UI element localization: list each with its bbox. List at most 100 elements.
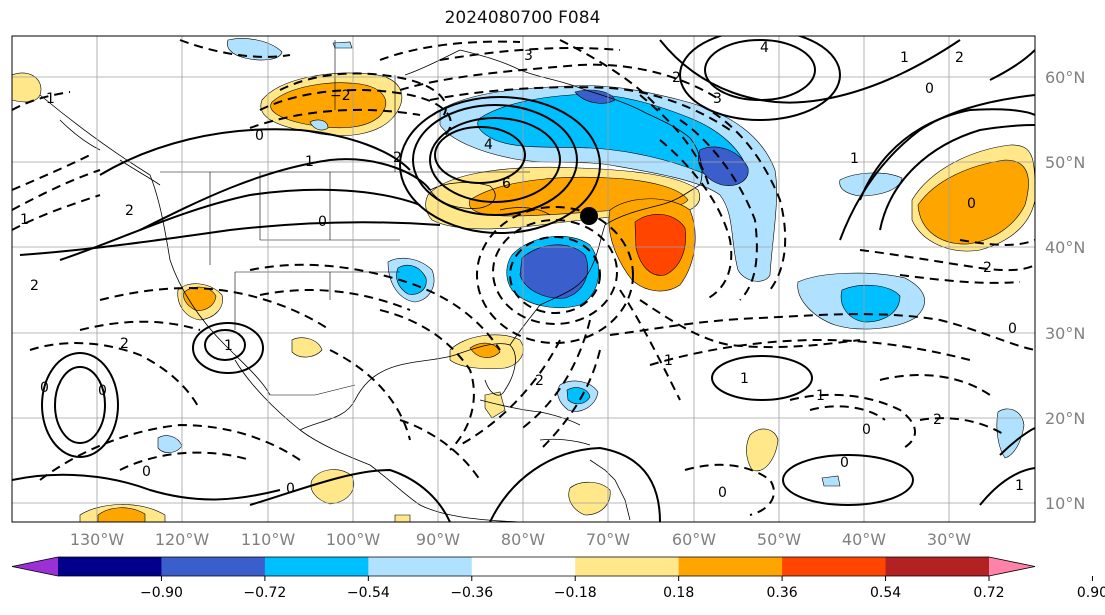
shade-negative <box>566 387 591 405</box>
lon-label: 130°W <box>70 530 125 549</box>
lon-label: 60°W <box>672 530 716 549</box>
shade-positive <box>270 82 386 129</box>
contour-label: 2 <box>120 336 129 352</box>
contour-label: 1 <box>850 151 859 167</box>
contour-label: 3 <box>524 48 533 64</box>
contour-label: 1 <box>900 50 909 66</box>
contour-label: 2 <box>535 373 544 389</box>
shade-positive <box>469 342 501 358</box>
contours-dashed <box>12 39 1035 516</box>
lat-label: 20°N <box>1045 409 1085 428</box>
colorbar-tick-label: −0.18 <box>554 585 597 601</box>
lon-label: 100°W <box>326 530 381 549</box>
contour-label: 0 <box>142 464 151 480</box>
lon-label: 40°W <box>842 530 886 549</box>
shade-negative <box>839 172 903 197</box>
shade-positive <box>634 214 686 276</box>
colorbar-segment <box>368 557 473 576</box>
contour-label: 2 <box>955 50 964 66</box>
colorbar-extend-high <box>989 557 1035 576</box>
colorbar-tick-label: −0.90 <box>140 585 183 601</box>
longitude-axis: 130°W 120°W 110°W 100°W 90°W 80°W 70°W 6… <box>70 530 971 549</box>
contour-label: 2 <box>933 412 942 428</box>
contour-label: 0 <box>98 383 107 399</box>
lat-label: 10°N <box>1045 494 1085 513</box>
contour-label: 0 <box>840 455 849 471</box>
colorbar-tick-label: 0.90 <box>1077 585 1105 601</box>
shade-negative <box>519 244 588 299</box>
colorbar-segment <box>885 557 990 576</box>
colorbar-segment <box>678 557 783 576</box>
colorbar-segment <box>161 557 266 576</box>
contour-label: 0 <box>925 81 934 97</box>
lon-label: 90°W <box>416 530 460 549</box>
map-frame <box>11 35 1036 523</box>
lon-label: 80°W <box>501 530 545 549</box>
lon-label: 110°W <box>241 530 296 549</box>
colorbar: −0.90 −0.72 −0.54 −0.36 −0.18 0.18 0.36 0.54 0.7… <box>11 556 1105 601</box>
shade-negative <box>996 408 1025 459</box>
contour-label: 2 <box>393 150 402 166</box>
political-borders <box>160 40 530 396</box>
colorbar-outline <box>11 556 1036 577</box>
lon-label: 50°W <box>757 530 801 549</box>
lat-label: 40°N <box>1045 238 1085 257</box>
storm-center-marker <box>580 207 598 225</box>
shade-negative <box>309 119 329 131</box>
contour-label: 1 <box>1015 478 1024 494</box>
contour-label: 0 <box>40 380 49 396</box>
colorbar-tick-label: 0.36 <box>767 585 798 601</box>
map-title: 2024080700 F084 <box>444 8 601 28</box>
contour-label: 0 <box>862 422 871 438</box>
contour-label: 2 <box>672 70 681 86</box>
contour-label: 0 <box>286 481 295 497</box>
lat-label: 60°N <box>1045 68 1085 87</box>
contour-label: 3 <box>713 91 722 107</box>
colorbar-segment <box>575 557 680 576</box>
lon-label: 30°W <box>927 530 971 549</box>
contour-label: 1 <box>46 91 55 107</box>
colorbar-segment <box>58 557 162 576</box>
contour-label: 1 <box>20 212 29 228</box>
coastlines <box>39 49 703 522</box>
contour-label: 2 <box>983 260 992 276</box>
lat-label: 50°N <box>1045 153 1085 172</box>
contour-label: 0 <box>318 214 327 230</box>
shade-negative <box>821 475 841 487</box>
shade-negative <box>332 41 353 49</box>
shade-positive <box>97 507 146 522</box>
shade-positive <box>394 514 411 522</box>
contour-label: 6 <box>502 176 511 192</box>
shade-positive <box>291 337 323 358</box>
contour-label: −2 <box>330 88 351 104</box>
contour-label: 1 <box>305 154 314 170</box>
contours-solid <box>12 36 1035 522</box>
contour-label: 1 <box>664 353 673 369</box>
lon-label: 70°W <box>586 530 630 549</box>
shade-positive <box>484 391 506 419</box>
contour-label: 0 <box>255 128 264 144</box>
contour-label: 0 <box>718 485 727 501</box>
colorbar-segment <box>471 557 576 576</box>
colorbar-tick-label: −0.54 <box>347 585 390 601</box>
contour-label: 1 <box>740 371 749 387</box>
colorbar-extend-low <box>12 557 58 576</box>
contour-label: 1 <box>816 388 825 404</box>
contour-label: 1 <box>224 338 233 354</box>
contour-label: 0 <box>967 196 976 212</box>
contour-label: 4 <box>484 137 493 153</box>
contour-label: 0 <box>1008 321 1017 337</box>
contour-label: 4 <box>760 40 769 56</box>
shade-negative <box>840 284 901 323</box>
shade-positive <box>746 428 779 472</box>
colorbar-tick-label: 0.18 <box>663 585 694 601</box>
shade-positive <box>310 469 354 505</box>
colorbar-tick-label: 0.54 <box>870 585 901 601</box>
graticule <box>12 36 1035 522</box>
colorbar-tick-label: −0.72 <box>243 585 286 601</box>
colorbar-tick-label: −0.36 <box>450 585 493 601</box>
colorbar-segment <box>264 557 369 576</box>
contour-label: 2 <box>125 203 134 219</box>
latitude-axis: 60°N 50°N 40°N 30°N 20°N 10°N <box>1045 68 1085 513</box>
